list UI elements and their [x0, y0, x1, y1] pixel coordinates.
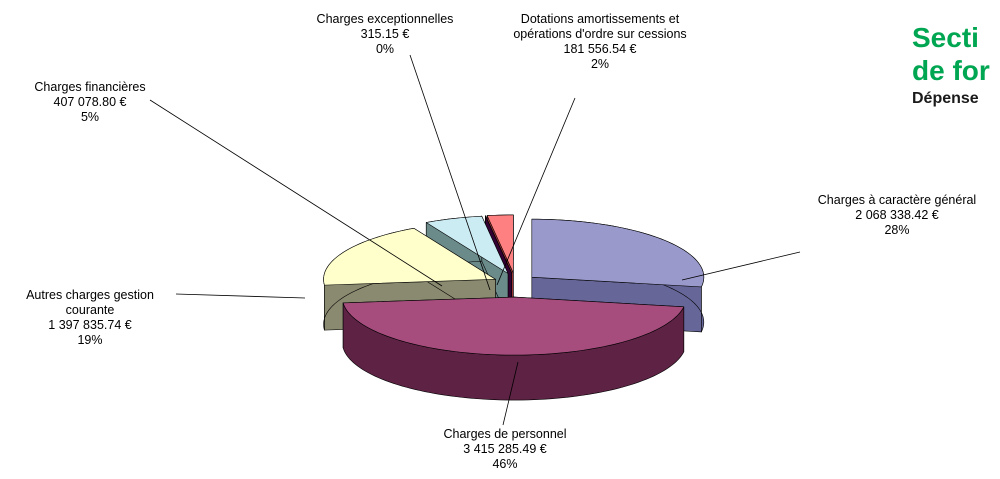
- category-label: Charges à caractère général: [817, 193, 977, 207]
- category-label: Autres charges gestion courante: [26, 288, 154, 317]
- slice-label: Charges de personnel 3 415 285.49 €46%: [405, 427, 605, 472]
- value-label: 407 078.80 €: [53, 95, 127, 109]
- leader-line: [681, 251, 801, 281]
- slice: [486, 214, 514, 274]
- slice-label: Charges exceptionnelles 315.15 €0%: [285, 12, 485, 57]
- slice-label: Dotations amortissements et opérations d…: [500, 12, 700, 72]
- heading: Secti: [912, 22, 979, 53]
- percentage-label: 2%: [590, 57, 610, 71]
- value-label: 181 556.54 €: [563, 42, 637, 56]
- percentage-label: 19%: [77, 333, 103, 347]
- percentage-label: 28%: [884, 223, 910, 237]
- leader-line: [175, 293, 306, 299]
- percentage-label: 5%: [80, 110, 100, 124]
- slice: [342, 296, 685, 356]
- slice: [323, 228, 496, 286]
- leader-line: [409, 54, 491, 291]
- slice-label: Autres charges gestion courante 1 397 835…: [3, 288, 178, 348]
- value-label: 2 068 338.42 €: [855, 208, 939, 222]
- slice-label: Charges à caractère général 2 068 338.42 …: [787, 193, 1000, 238]
- heading: de for: [912, 55, 990, 86]
- percentage-label: 0%: [375, 42, 395, 56]
- leader-line: [502, 361, 519, 426]
- category-label: Charges exceptionnelles: [316, 12, 454, 26]
- leader-line: [496, 97, 576, 286]
- leader-line: [149, 99, 443, 287]
- percentage-label: 46%: [492, 457, 518, 471]
- slice: [531, 218, 705, 288]
- value-label: 315.15 €: [360, 27, 410, 41]
- value-label: 3 415 285.49 €: [463, 442, 547, 456]
- value-label: 1 397 835.74 €: [48, 318, 132, 332]
- category-label: Charges financières: [34, 80, 146, 94]
- slice: [485, 215, 512, 274]
- slice: [425, 215, 509, 274]
- slice-label: Charges financières 407 078.80 €5%: [3, 80, 178, 125]
- category-label: Charges de personnel: [443, 427, 567, 441]
- category-label: Dotations amortissements et opérations d…: [513, 12, 687, 41]
- subheading: Dépense: [912, 90, 979, 107]
